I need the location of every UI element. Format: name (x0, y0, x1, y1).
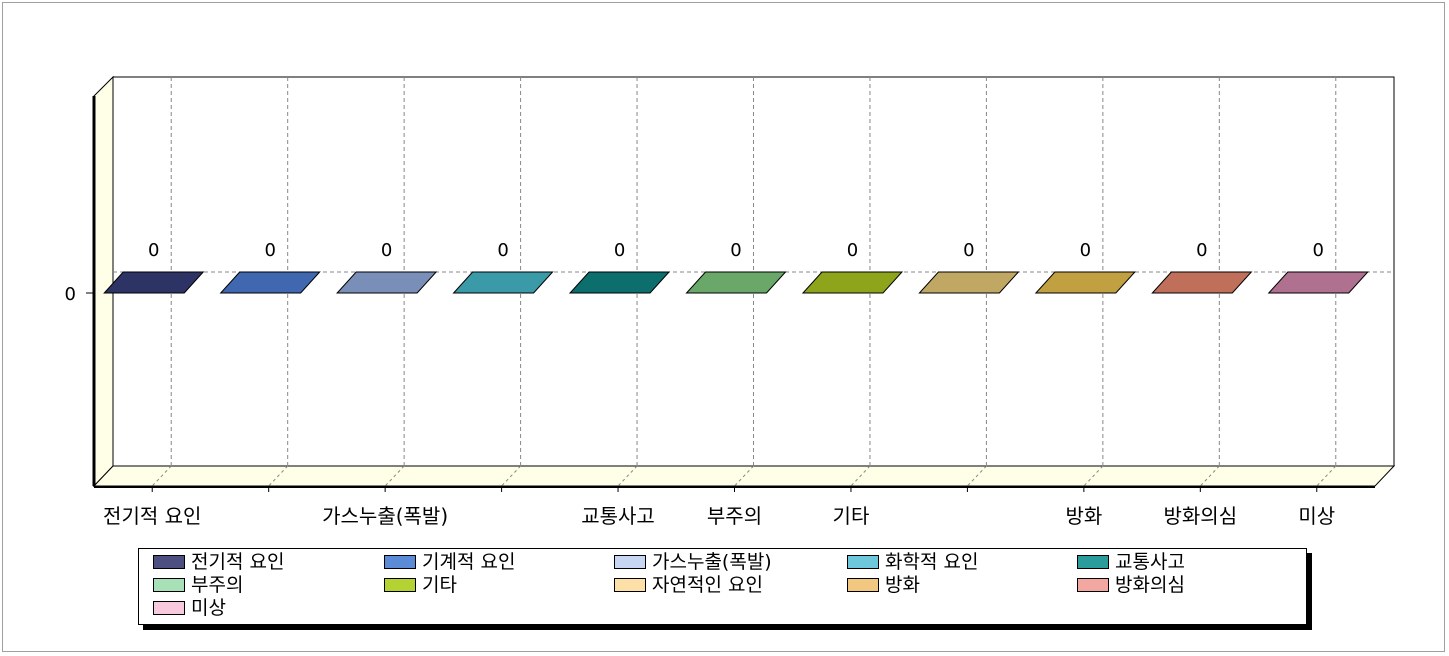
value-label: 0 (1196, 240, 1207, 261)
legend-swatch (847, 578, 879, 592)
legend-item: 자연적인 요인 (614, 574, 763, 596)
bar (1034, 271, 1136, 294)
legend: 전기적 요인 기계적 요인 가스누출(폭발) 화학적 요인 교통사고 부주의 기… (138, 548, 1307, 625)
value-label: 0 (264, 240, 275, 261)
value-label: 0 (614, 240, 625, 261)
legend-swatch (1077, 578, 1109, 592)
bar (568, 271, 671, 294)
grid-line-floor (501, 465, 521, 487)
bar (801, 271, 904, 294)
x-tick-label: 전기적 요인 (103, 504, 201, 528)
legend-swatch (153, 601, 185, 615)
legend-swatch (1077, 555, 1109, 569)
legend-label: 방화의심 (1115, 574, 1185, 596)
legend-label: 화학적 요인 (885, 551, 979, 573)
legend-item: 가스누출(폭발) (614, 551, 772, 573)
bar (103, 271, 205, 294)
value-label: 0 (1313, 240, 1324, 261)
legend-label: 전기적 요인 (191, 551, 285, 573)
bar (452, 271, 554, 294)
x-tick-label: 기타 (833, 504, 870, 528)
x-tick-label: 부주의 (707, 504, 762, 528)
bar (1267, 271, 1369, 294)
value-label: 0 (381, 240, 392, 261)
value-label: 0 (497, 240, 508, 261)
grid-line-floor (384, 465, 405, 487)
grid-line-floor (1316, 465, 1337, 487)
legend-swatch (614, 555, 646, 569)
bar (219, 271, 321, 294)
grid-line-floor (1199, 465, 1220, 487)
grid-line-floor (967, 465, 987, 487)
legend-item: 방화의심 (1077, 574, 1185, 596)
value-label: 0 (148, 240, 159, 261)
bar (918, 271, 1020, 294)
legend-label: 가스누출(폭발) (652, 551, 772, 573)
legend-swatch (847, 555, 879, 569)
x-tick-label: 방화의심 (1164, 504, 1238, 528)
legend-label: 기계적 요인 (422, 551, 516, 573)
x-tick-label: 교통사고 (581, 504, 655, 528)
legend-swatch (153, 555, 185, 569)
bar (685, 271, 787, 294)
grid-line-floor (1083, 465, 1104, 487)
legend-item: 미상 (153, 597, 226, 619)
y-tick-label: 0 (65, 284, 76, 305)
bars (103, 271, 1369, 294)
legend-label: 자연적인 요인 (652, 574, 763, 596)
value-labels: 0 0 0 0 0 0 0 0 0 0 0 (148, 240, 1324, 261)
legend-swatch (384, 578, 416, 592)
x-tick-label: 가스누출(폭발) (322, 504, 448, 528)
legend-label: 방화 (885, 574, 920, 596)
legend-label: 기타 (422, 574, 457, 596)
value-label: 0 (730, 240, 741, 261)
legend-item: 전기적 요인 (153, 551, 285, 573)
x-tick-label: 방화 (1065, 504, 1102, 528)
bar (336, 271, 438, 294)
x-axis-labels: 전기적 요인 가스누출(폭발) 교통사고 부주의 기타 방화 방화의심 미상 (103, 504, 1335, 528)
legend-label: 미상 (191, 597, 226, 619)
value-label: 0 (847, 240, 858, 261)
legend-label: 부주의 (191, 574, 244, 596)
bar (1151, 271, 1253, 294)
legend-item: 기타 (384, 574, 457, 596)
legend-label: 교통사고 (1115, 551, 1185, 573)
grid-line-floor (617, 465, 638, 487)
legend-item: 기계적 요인 (384, 551, 516, 573)
x-tick-label: 미상 (1298, 504, 1335, 528)
legend-swatch (384, 555, 416, 569)
y-axis-labels: 0 (65, 284, 94, 305)
legend-item: 부주의 (153, 574, 244, 596)
grid-line-floor (268, 465, 289, 487)
legend-swatch (153, 578, 185, 592)
grid-line-floor (734, 465, 754, 487)
left-wall (93, 75, 114, 488)
grid-line-floor (850, 465, 871, 487)
legend-swatch (614, 578, 646, 592)
legend-item: 교통사고 (1077, 551, 1185, 573)
value-label: 0 (963, 240, 974, 261)
legend-item: 방화 (847, 574, 920, 596)
legend-item: 화학적 요인 (847, 551, 979, 573)
grid-line-floor (151, 465, 172, 487)
value-label: 0 (1080, 240, 1091, 261)
